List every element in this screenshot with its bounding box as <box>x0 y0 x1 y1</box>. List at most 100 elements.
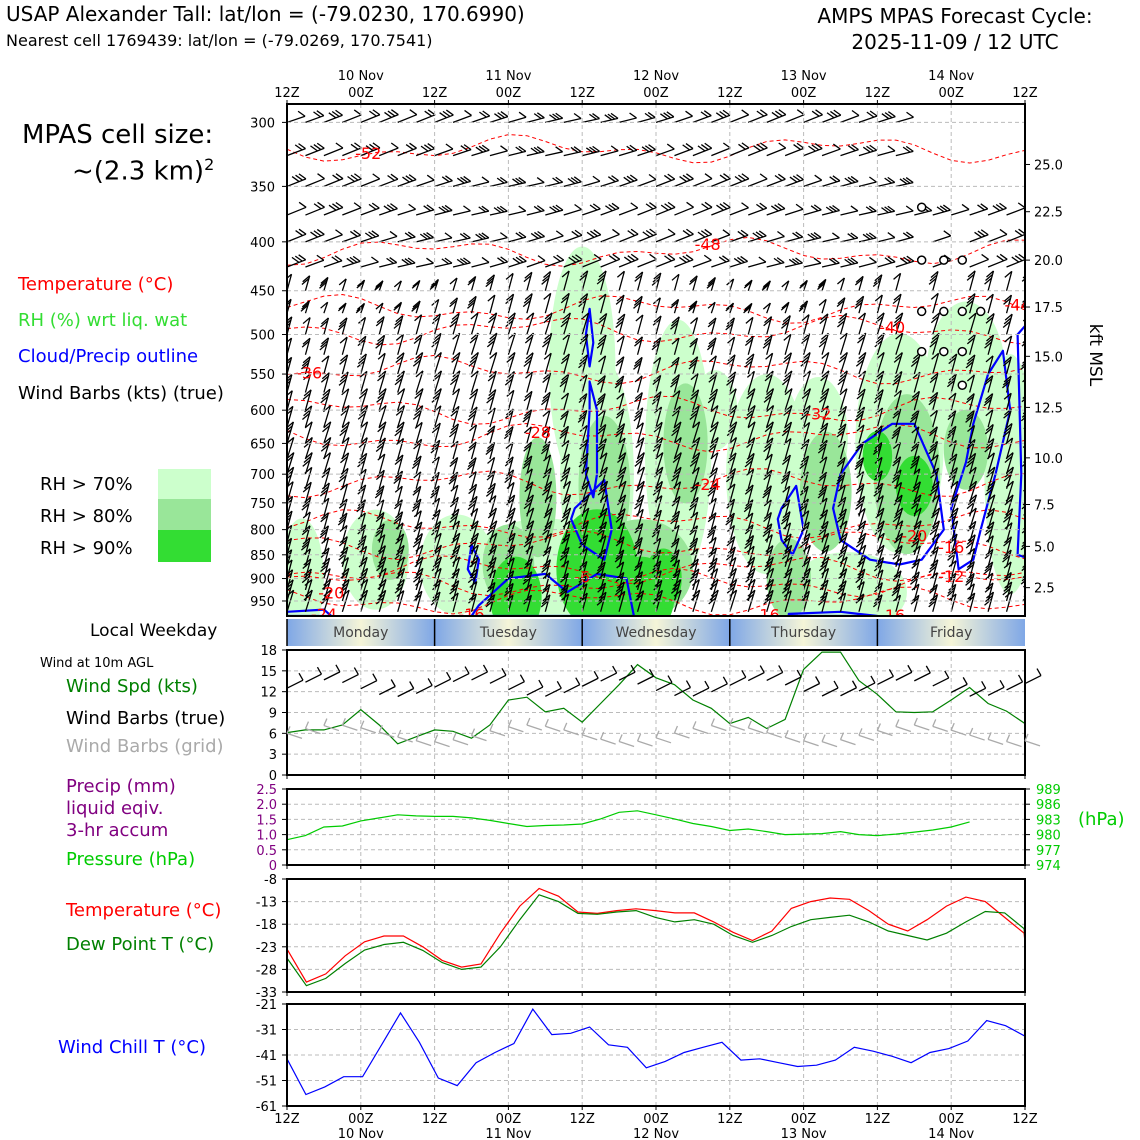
wind-barb-feather <box>774 110 783 117</box>
wind-barb-feather <box>444 204 453 211</box>
wind-barb-feather <box>463 257 471 264</box>
wind-barb-feather <box>727 375 735 383</box>
wind-barb <box>634 375 643 393</box>
wind-barb-feather <box>623 176 632 183</box>
wind-barb-feather <box>891 432 900 440</box>
wind-barb-feather <box>610 145 619 152</box>
wind-barb-feather <box>524 271 533 279</box>
wind-barb <box>707 482 718 504</box>
wind-barb <box>394 578 405 602</box>
wind-barb <box>411 498 422 517</box>
wind-barb-feather <box>727 536 736 544</box>
surface-barb-grid <box>803 733 819 747</box>
wind-barb-shaft <box>710 355 717 375</box>
wind-barb-shaft <box>692 558 699 579</box>
wind-barb-feather <box>560 376 569 384</box>
wind-barb-feather <box>759 202 768 209</box>
wind-barb-feather <box>856 424 865 432</box>
wind-barb-feather <box>486 274 495 282</box>
wind-barb-shaft <box>729 302 735 314</box>
wind-barb-feather <box>599 494 608 502</box>
wind-barb <box>689 558 699 579</box>
wind-barb-feather <box>1021 301 1025 306</box>
wind-barb-feather <box>729 589 738 597</box>
wind-barb-feather <box>635 271 644 279</box>
wind-barb-shaft <box>545 235 564 243</box>
wind-barb-feather <box>1005 494 1014 502</box>
wind-barb-shaft <box>581 258 602 268</box>
wind-barb-feather <box>837 583 846 591</box>
wind-barb-feather <box>966 564 974 572</box>
wind-barb <box>411 300 421 314</box>
wind-barb-shaft <box>470 312 479 335</box>
wind-barb-feather <box>301 340 310 348</box>
wind-barb-feather <box>709 388 718 396</box>
wind-barb-feather <box>506 469 514 477</box>
wind-barb <box>1021 395 1025 411</box>
surface-barb-grid <box>729 718 746 731</box>
wind-barb-feather <box>690 558 699 566</box>
wind-barb-feather <box>710 578 719 586</box>
wind-barb <box>413 567 424 591</box>
wind-barb-shaft <box>581 293 589 314</box>
wind-barb <box>821 204 840 216</box>
wind-barb-feather <box>555 204 564 211</box>
wind-barb-feather <box>287 455 294 463</box>
wind-barb-feather <box>903 256 911 263</box>
wind-barb <box>615 294 625 314</box>
wind-barb-feather <box>652 318 661 326</box>
wind-barb <box>928 594 938 612</box>
wind-barb-feather <box>633 359 642 367</box>
wind-barb-shaft <box>379 208 398 216</box>
wind-barb-feather <box>543 467 552 475</box>
wind-barb-feather <box>561 292 570 300</box>
wind-barb <box>414 556 424 579</box>
wind-barb-shaft <box>600 180 619 188</box>
wind-barb-feather <box>494 113 502 120</box>
wind-barb-feather <box>966 357 975 365</box>
wind-barb-feather <box>784 578 793 586</box>
wind-barb-feather <box>579 357 587 365</box>
wind-barb-shaft <box>858 210 877 216</box>
wind-barb-shaft <box>950 410 957 428</box>
wind-barb-shaft <box>397 208 416 216</box>
wind-barb-feather <box>463 175 472 182</box>
wind-barb <box>857 332 867 355</box>
wind-barb-feather <box>746 593 755 601</box>
wind-barb-feather <box>682 144 691 151</box>
wind-barb-feather <box>320 301 329 309</box>
wind-barb-feather <box>552 113 560 120</box>
wind-barb-feather <box>965 575 974 583</box>
wind-barb-shaft <box>840 149 859 157</box>
wind-barb <box>671 273 680 291</box>
wind-barb-feather <box>672 559 680 567</box>
wind-barb-shaft <box>304 511 311 530</box>
wind-barb-feather <box>409 109 418 116</box>
wind-barb-feather <box>727 498 735 506</box>
wind-barb-shaft <box>287 437 295 460</box>
wind-barb-shaft <box>895 371 903 393</box>
wind-barb-feather <box>946 589 955 597</box>
wind-barb <box>526 112 545 124</box>
wind-barb <box>616 392 625 411</box>
rh90-area-5 <box>895 455 933 516</box>
wind-barb-feather <box>559 431 568 439</box>
wind-barb-feather <box>892 411 901 419</box>
wind-barb-feather <box>884 257 893 264</box>
wind-barb-feather <box>339 357 348 365</box>
wind-barb <box>710 405 719 428</box>
wind-barb-shaft <box>674 115 693 124</box>
wind-barb-feather <box>450 484 459 492</box>
wind-barb <box>508 255 527 268</box>
surface-barb-grid-shaft <box>471 735 487 742</box>
wind-barb-feather <box>817 282 825 290</box>
wind-barb <box>781 370 793 393</box>
wind-barb-feather <box>893 456 901 464</box>
wind-barb-shaft <box>839 406 847 428</box>
wind-barb <box>600 175 619 188</box>
wind-barb <box>526 312 535 335</box>
wind-barb-feather <box>764 316 772 324</box>
wind-barb-feather <box>523 561 532 569</box>
wind-barb <box>1003 392 1012 411</box>
wind-barb-feather <box>590 230 598 237</box>
